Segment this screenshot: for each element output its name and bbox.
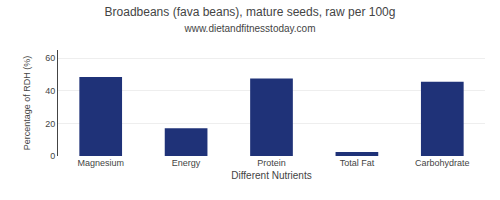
svg-text:Different Nutrients: Different Nutrients	[231, 170, 311, 181]
svg-text:40: 40	[45, 86, 55, 96]
svg-text:Magnesium: Magnesium	[77, 158, 124, 168]
svg-text:60: 60	[45, 53, 55, 63]
svg-text:Carbohydrate: Carbohydrate	[415, 158, 470, 168]
svg-text:Energy: Energy	[172, 158, 201, 168]
svg-text:Protein: Protein	[257, 158, 286, 168]
svg-text:0: 0	[50, 151, 55, 161]
svg-text:Broadbeans (fava beans), matur: Broadbeans (fava beans), mature seeds, r…	[105, 5, 396, 34]
svg-text:20: 20	[45, 119, 55, 129]
svg-text:Total Fat: Total Fat	[340, 158, 375, 168]
svg-text:Percentage of RDH (%): Percentage of RDH (%)	[22, 56, 32, 151]
